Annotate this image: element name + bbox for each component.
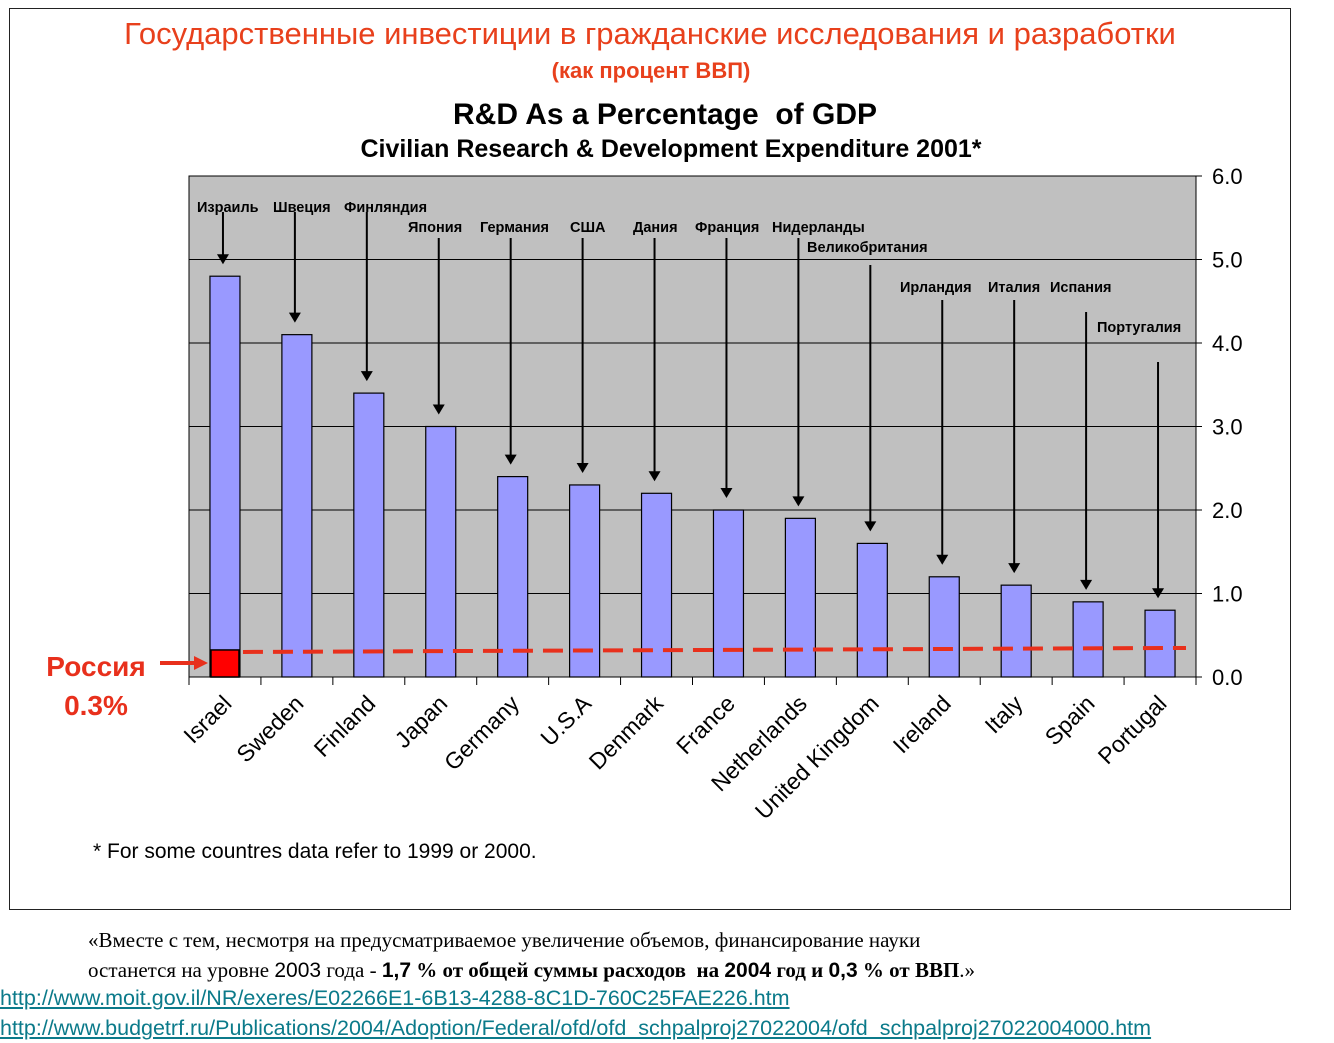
footnote: * For some countres data refer to 1999 o… (93, 840, 537, 863)
annotation-arrowhead (576, 462, 589, 473)
bar-portugal (1144, 609, 1176, 678)
quote-text-2b: года - (321, 958, 382, 982)
quote-block: «Вместе с тем, несмотря на предусматрива… (88, 925, 1268, 986)
annotation-arrowhead (936, 554, 949, 565)
source-link-moit[interactable]: http://www.moit.gov.il/NR/exeres/E02266E… (0, 986, 790, 1010)
bar-sweden (281, 334, 313, 678)
quote-text-2a: останется на уровне (88, 958, 275, 982)
russia-dashed-line (242, 645, 1187, 654)
quote-close: .» (959, 958, 976, 982)
russia-reference (160, 645, 1187, 678)
y-tick-label: 3.0 (1212, 415, 1243, 440)
quote-value-1-7: 1,7 (381, 959, 412, 982)
y-tick-label: 4.0 (1212, 331, 1243, 356)
quote-line-1: «Вместе с тем, несмотря на предусматрива… (88, 925, 1268, 955)
quote-value-0-3: 0,3 (828, 959, 858, 982)
bar-france (712, 509, 745, 678)
bar-denmark (640, 492, 673, 678)
annotation-label: Япония (408, 220, 462, 236)
bar-u-s-a (569, 484, 601, 678)
bar-germany (497, 476, 529, 678)
annotation-label: Дания (633, 220, 678, 236)
bar-spain (1072, 601, 1104, 678)
quote-text-2d: % от общей суммы расходов на (411, 958, 725, 982)
annotation-arrowhead (864, 521, 877, 532)
chart-title: R&D As a Percentage of GDP (453, 98, 877, 131)
category-label: Japan (390, 690, 453, 753)
bar-ireland (928, 576, 960, 678)
x-axis (188, 677, 1197, 685)
annotation-label: Германия (480, 220, 549, 236)
country-annotations: Израиль Швеция Финляндия Япония Германия США Д… (197, 200, 1181, 599)
annotation-label: Ирландия (900, 280, 972, 296)
annotation-label: Испания (1050, 280, 1111, 296)
y-tick-label: 5.0 (1212, 248, 1243, 273)
ru-title: Государственные инвестиции в гражданские… (124, 16, 1176, 51)
category-label: U.S.A (535, 690, 596, 751)
category-label: France (671, 690, 740, 759)
annotation-label: Швеция (273, 200, 331, 216)
annotation-label: Италия (988, 280, 1040, 296)
annotation-label: Великобритания (807, 240, 928, 256)
category-label: United Kingdom (750, 690, 884, 824)
annotation-label: США (570, 220, 606, 236)
quote-year-2003: 2003 (274, 959, 322, 982)
annotation-arrowhead (504, 454, 517, 465)
quote-text-2h: % от ВВП (857, 958, 960, 982)
russia-marker (210, 649, 240, 678)
annotation-arrowhead (432, 404, 445, 415)
quote-year-2004: 2004 (724, 959, 772, 982)
annotation-label: Португалия (1097, 320, 1181, 336)
quote-open: « (88, 928, 99, 952)
annotation-arrowhead (720, 488, 733, 498)
y-tick-label: 2.0 (1212, 498, 1243, 523)
y-axis: 0.0 1.0 2.0 3.0 4.0 5.0 6.0 (1196, 164, 1243, 690)
bar-united-kingdom (856, 542, 888, 678)
y-tick-label: 0.0 (1212, 665, 1243, 690)
source-link-budgetrf[interactable]: http://www.budgetrf.ru/Publications/2004… (0, 1016, 1152, 1040)
bar-netherlands (784, 517, 816, 678)
category-label: Italy (979, 690, 1028, 739)
russia-pointer-arrowhead (194, 656, 208, 670)
category-label: Germany (439, 690, 525, 776)
annotation-arrowhead (1152, 588, 1165, 599)
bar-italy (1000, 584, 1032, 678)
category-label: Denmark (584, 690, 669, 775)
annotation-arrowhead (216, 254, 229, 265)
russia-value: 0.3% (64, 690, 128, 721)
category-label: Finland (309, 690, 381, 762)
annotation-arrowhead (288, 312, 301, 323)
category-label: Israel (178, 690, 236, 748)
annotation-arrowhead (792, 496, 805, 507)
bar-israel (209, 275, 241, 678)
quote-line-2: останется на уровне 2003 года - 1,7 % от… (88, 955, 1268, 986)
y-tick-label: 6.0 (1212, 164, 1243, 189)
annotation-label: Нидерланды (772, 220, 865, 236)
ru-subtitle: (как процент ВВП) (552, 58, 751, 83)
bar-japan (425, 425, 457, 678)
russia-label: Россия (46, 651, 145, 682)
annotation-arrowhead (648, 471, 661, 482)
chart-subtitle: Civilian Research & Development Expendit… (360, 135, 981, 163)
bar-finland (353, 392, 385, 678)
annotation-arrowhead (360, 371, 373, 382)
quote-text-2f: год и (771, 958, 829, 982)
category-label: Portugal (1093, 690, 1172, 769)
annotation-label: Финляндия (344, 200, 427, 216)
y-tick-label: 1.0 (1212, 582, 1243, 607)
quote-text-1: Вместе с тем, несмотря на предусматривае… (98, 928, 921, 952)
annotation-label: Израиль (197, 200, 259, 216)
category-label: Ireland (888, 690, 956, 758)
annotation-arrowhead (1080, 579, 1093, 590)
category-label: Spain (1040, 690, 1100, 750)
annotation-arrowhead (1008, 563, 1021, 574)
category-label: Sweden (231, 690, 308, 767)
annotation-label: Франция (695, 220, 759, 236)
